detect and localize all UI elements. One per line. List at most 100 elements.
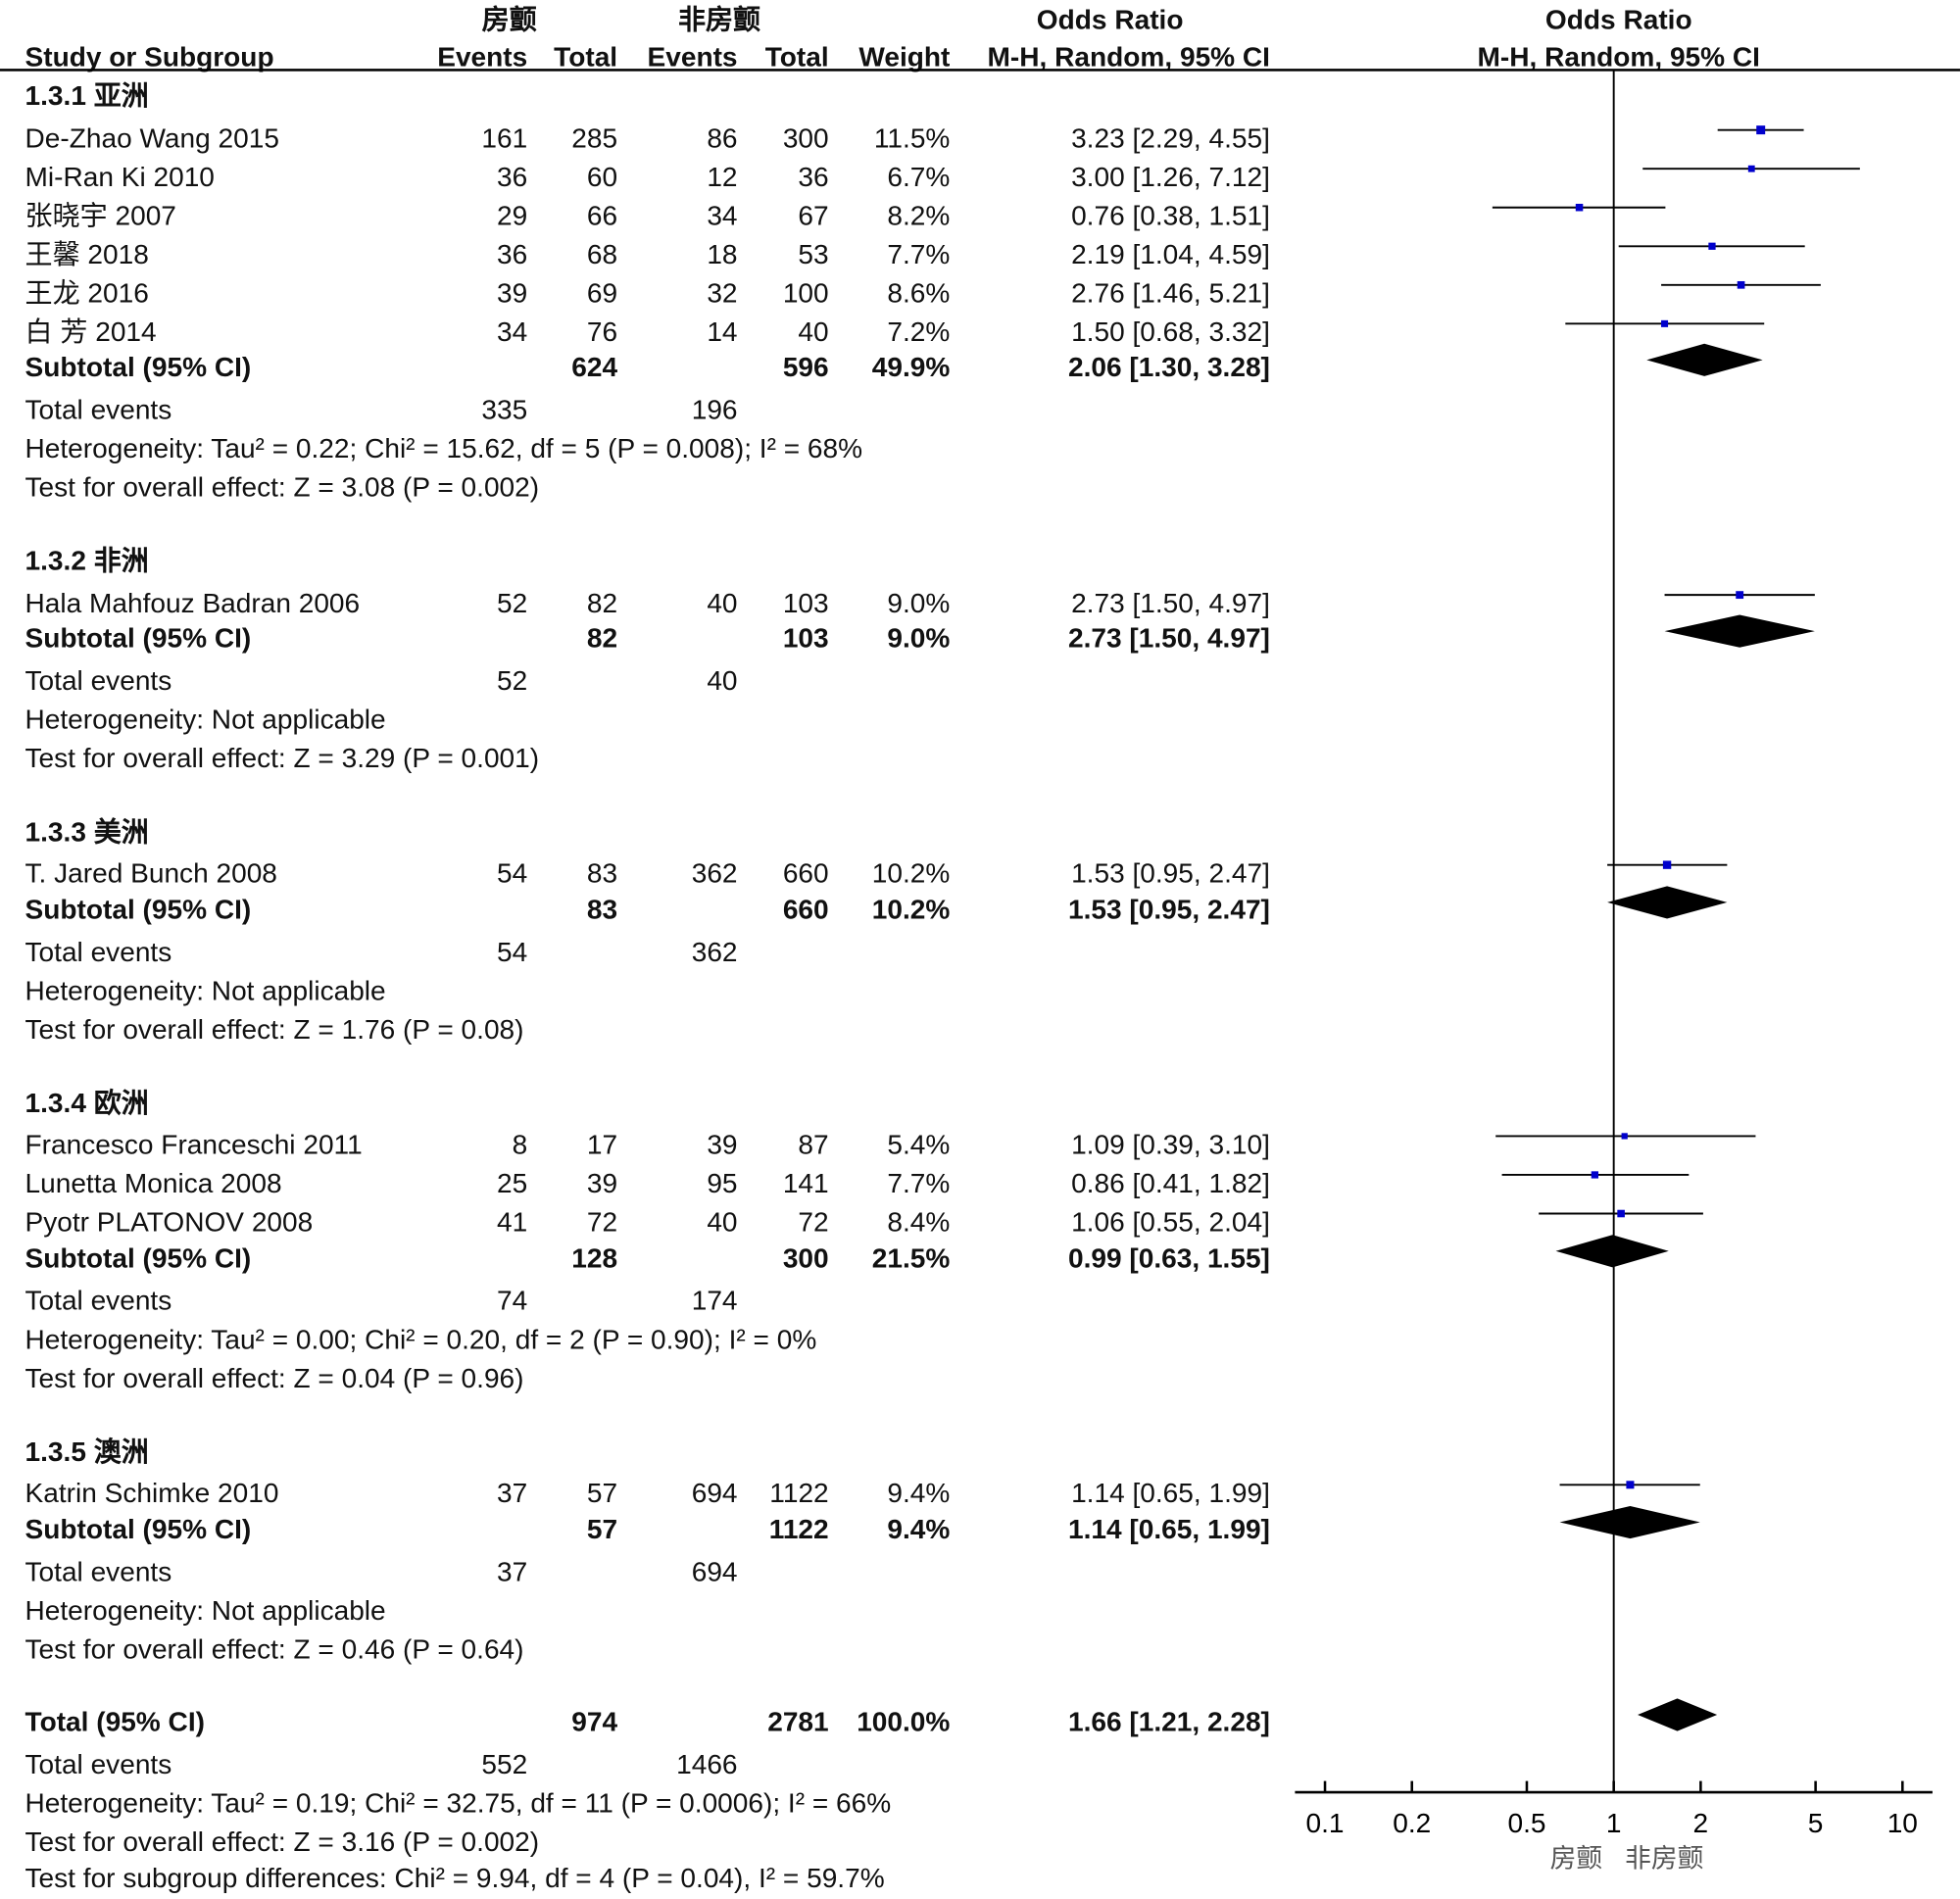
study-square <box>1626 1481 1635 1489</box>
subtotal-t2: 300 <box>782 1242 829 1274</box>
study-square <box>1737 280 1745 289</box>
study-e2: 18 <box>707 238 738 270</box>
text-label: Heterogeneity: Tau² = 0.00; Chi² = 0.20,… <box>24 1323 817 1355</box>
study-t1: 39 <box>586 1167 618 1199</box>
study-t1: 68 <box>586 238 618 270</box>
x-tick-label: 0.1 <box>1306 1808 1345 1838</box>
study-ci: 2.76 [1.46, 5.21] <box>1071 277 1270 310</box>
header-divider <box>0 69 1960 72</box>
study-t1: 17 <box>586 1128 618 1160</box>
method-header: M-H, Random, 95% CI <box>987 41 1270 73</box>
study-w: 9.0% <box>887 587 951 619</box>
group-label: 1.3.3 美洲 <box>24 815 149 848</box>
text-label: Test for subgroup differences: Chi² = 9.… <box>24 1862 885 1894</box>
study-w: 8.6% <box>887 277 951 310</box>
study-t1: 57 <box>586 1477 618 1509</box>
study-e2: 39 <box>707 1128 738 1160</box>
study-ci: 3.23 [2.29, 4.55] <box>1071 122 1270 154</box>
study-w: 8.4% <box>887 1205 951 1238</box>
study-t2: 660 <box>782 856 829 889</box>
subtotal-t1: 83 <box>586 893 618 925</box>
group1-header: 房颤 <box>481 3 537 35</box>
text-label: Test for overall effect: Z = 3.16 (P = 0… <box>24 1826 540 1858</box>
study-ci: 2.73 [1.50, 4.97] <box>1071 587 1270 619</box>
study-e2: 40 <box>707 1205 738 1238</box>
study-square <box>1708 242 1716 250</box>
group-label: 1.3.1 亚洲 <box>24 79 149 112</box>
study-e2: 362 <box>691 856 738 889</box>
study-label: 张晓宇 2007 <box>24 200 176 231</box>
events-label: Total events <box>24 1285 172 1317</box>
subtotal-w: 100.0% <box>857 1706 951 1737</box>
study-t2: 100 <box>782 277 829 310</box>
study-square <box>1621 1133 1628 1140</box>
subtotal-t2: 660 <box>782 893 829 925</box>
text-label: Test for overall effect: Z = 3.08 (P = 0… <box>24 470 540 503</box>
events-label: Total events <box>24 936 172 968</box>
study-t2: 87 <box>798 1128 829 1160</box>
x-tick-label: 0.5 <box>1507 1808 1545 1838</box>
text-label: Heterogeneity: Not applicable <box>24 974 386 1006</box>
events-e2: 196 <box>691 393 738 425</box>
study-t1: 66 <box>586 200 618 231</box>
study-e2: 694 <box>691 1477 738 1509</box>
study-t2: 1122 <box>769 1477 829 1509</box>
subtotal-t2: 596 <box>782 351 829 383</box>
subtotal-t1: 974 <box>571 1706 618 1737</box>
study-t2: 103 <box>782 587 829 619</box>
study-w: 8.2% <box>887 200 951 231</box>
study-t2: 53 <box>798 238 829 270</box>
text-label: Test for overall effect: Z = 0.04 (P = 0… <box>24 1362 524 1394</box>
study-t2: 141 <box>782 1167 829 1199</box>
study-w: 10.2% <box>871 856 951 889</box>
study-label: Lunetta Monica 2008 <box>24 1167 282 1199</box>
study-w: 9.4% <box>887 1477 951 1509</box>
subtotal-label: Subtotal (95% CI) <box>24 1242 252 1274</box>
events-e1: 52 <box>497 664 528 697</box>
pooled-diamond <box>1559 1505 1700 1539</box>
study-e1: 39 <box>497 277 528 310</box>
study-square <box>1747 165 1755 172</box>
study-t1: 60 <box>586 161 618 193</box>
study-label: De-Zhao Wang 2015 <box>24 122 279 154</box>
study-t2: 36 <box>798 161 829 193</box>
subtotal-w: 10.2% <box>871 893 951 925</box>
favours-right-label: 非房颤 <box>1625 1844 1703 1874</box>
study-w: 6.7% <box>887 161 951 193</box>
study-col-header: Study or Subgroup <box>24 41 274 73</box>
study-ci: 0.76 [0.38, 1.51] <box>1071 200 1270 231</box>
study-e1: 36 <box>497 238 528 270</box>
study-e1: 52 <box>497 587 528 619</box>
study-square <box>1591 1171 1599 1179</box>
study-w: 5.4% <box>887 1128 951 1160</box>
events-e2: 362 <box>691 936 738 968</box>
text-label: Heterogeneity: Not applicable <box>24 1594 386 1627</box>
study-e1: 161 <box>481 122 528 154</box>
x-tick-label: 10 <box>1887 1808 1918 1838</box>
study-e1: 54 <box>497 856 528 889</box>
subtotal-ci: 1.66 [1.21, 2.28] <box>1067 1706 1270 1737</box>
subtotal-ci: 1.53 [0.95, 2.47] <box>1067 893 1270 925</box>
study-e2: 40 <box>707 587 738 619</box>
pooled-diamond <box>1646 343 1763 376</box>
subtotal-t1: 624 <box>571 351 618 383</box>
study-w: 11.5% <box>873 122 951 154</box>
study-t2: 40 <box>798 316 829 348</box>
study-ci: 3.00 [1.26, 7.12] <box>1071 161 1270 193</box>
study-t2: 67 <box>798 200 829 231</box>
study-ci: 1.50 [0.68, 3.32] <box>1071 316 1270 348</box>
subtotal-t1: 128 <box>571 1242 618 1274</box>
subtotal-t1: 82 <box>586 622 618 655</box>
study-ci: 2.19 [1.04, 4.59] <box>1071 238 1270 270</box>
study-t1: 83 <box>586 856 618 889</box>
study-e1: 37 <box>497 1477 528 1509</box>
subtotal-label: Subtotal (95% CI) <box>24 351 252 383</box>
group2-header: 非房颤 <box>677 3 761 35</box>
subtotal-w: 9.4% <box>887 1513 951 1545</box>
subtotal-t2: 2781 <box>767 1706 829 1737</box>
events-label: Total events <box>24 1748 172 1780</box>
pooled-diamond <box>1638 1698 1718 1731</box>
study-w: 7.7% <box>887 238 951 270</box>
